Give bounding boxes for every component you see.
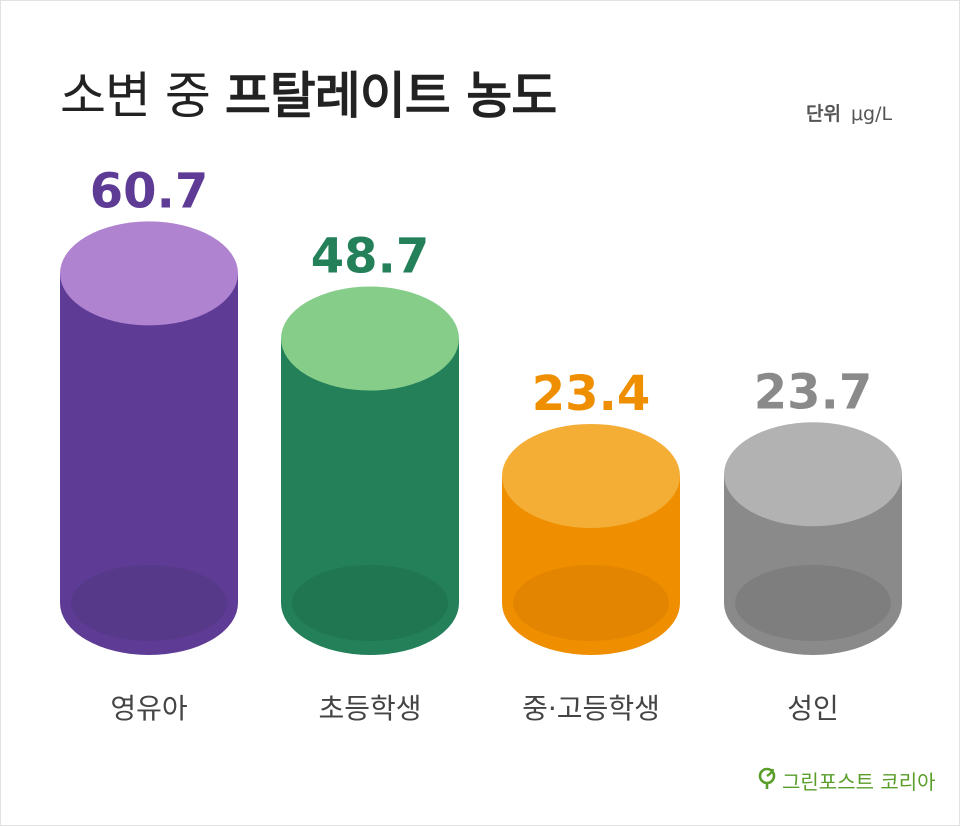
bar-body <box>60 273 238 655</box>
cylinder-bar <box>281 286 459 655</box>
bar-top <box>60 221 238 326</box>
title-emphasis: 프탈레이트 농도 <box>224 67 557 125</box>
bar-top <box>724 422 902 527</box>
cylinder-bar <box>502 423 680 655</box>
bar-base-shadow <box>735 565 891 641</box>
cylinder-bar <box>724 422 902 655</box>
data-label: 23.7 <box>754 364 872 420</box>
data-label: 60.7 <box>90 163 208 219</box>
bar-top <box>281 286 459 391</box>
bar-base-shadow <box>71 565 227 641</box>
data-label: 48.7 <box>311 229 429 285</box>
title-prefix: 소변 중 <box>60 67 211 125</box>
cylinder-bar <box>60 221 238 655</box>
bar-top <box>502 423 680 528</box>
bar-base-shadow <box>292 565 448 641</box>
category-label: 영유아 <box>110 692 187 725</box>
brand-logo: 그린포스트 코리아 <box>756 766 936 795</box>
chart-title: 소변 중 프탈레이트 농도 <box>60 56 557 128</box>
category-label: 성인 <box>787 692 839 725</box>
bar-base-shadow <box>513 565 669 641</box>
brand-name: 그린포스트 코리아 <box>782 770 936 794</box>
category-label: 초등학생 <box>318 692 421 725</box>
unit-label: 단위 <box>806 103 841 125</box>
unit-value: μg/L <box>850 103 893 125</box>
data-label: 23.4 <box>532 366 650 422</box>
category-label: 중·고등학생 <box>522 692 660 725</box>
leaf-pin-icon <box>756 766 778 795</box>
unit-note: 단위 μg/L <box>806 99 892 126</box>
